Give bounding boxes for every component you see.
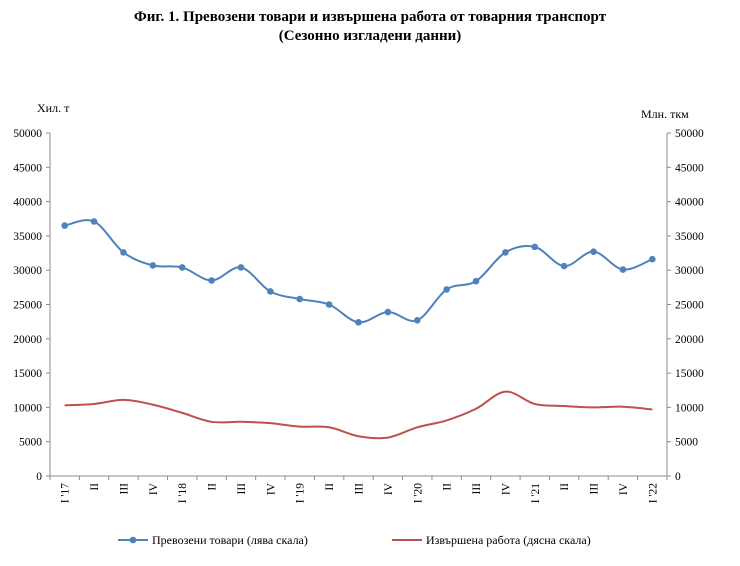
data-point-goods — [325, 301, 333, 308]
right-y-tick-label: 50000 — [675, 128, 704, 140]
right-y-tick-label: 15000 — [675, 368, 704, 380]
x-tick-label: I '21 — [530, 483, 542, 504]
legend-label-work: Извършена работа (дясна скала) — [426, 533, 591, 547]
left-axis-label: Хил. т — [37, 101, 70, 115]
x-tick-label: III — [354, 483, 366, 495]
data-point-goods — [61, 222, 68, 229]
left-y-tick-label: 20000 — [13, 334, 42, 346]
legend-label-goods: Превозени товари (лява скала) — [152, 533, 308, 547]
data-point-goods — [384, 308, 392, 316]
left-y-tick-label: 25000 — [13, 300, 42, 312]
data-point-goods — [590, 248, 597, 255]
left-y-tick-label: 50000 — [13, 128, 42, 140]
data-point-goods — [208, 277, 215, 284]
x-tick-label: II — [324, 483, 336, 491]
left-y-tick-label: 35000 — [13, 231, 42, 243]
right-y-tick-label: 30000 — [675, 265, 704, 277]
x-tick-label: IV — [500, 482, 512, 495]
series-layer — [61, 218, 656, 440]
data-point-goods — [443, 286, 450, 293]
right-y-tick-label: 0 — [675, 471, 681, 483]
data-point-goods — [502, 249, 509, 256]
legend-item-goods: Превозени товари (лява скала) — [118, 533, 308, 547]
x-tick-label: III — [118, 483, 130, 495]
left-y-tick-label: 0 — [36, 471, 42, 483]
data-point-goods — [237, 264, 245, 271]
data-point-goods — [90, 218, 98, 225]
x-tick-label: III — [236, 483, 248, 495]
right-axis-label: Млн. ткм — [641, 107, 689, 121]
left-y-tick-label: 30000 — [13, 265, 42, 277]
x-tick-label: I '20 — [412, 483, 424, 504]
left-y-tick-label: 40000 — [13, 197, 42, 209]
data-point-goods — [649, 255, 656, 263]
left-y-tick-label: 45000 — [13, 162, 42, 174]
series-line-goods — [64, 219, 653, 324]
left-y-tick-label: 10000 — [13, 402, 42, 414]
data-point-goods — [178, 264, 186, 271]
x-tick-label: II — [559, 483, 571, 491]
x-tick-label: IV — [265, 482, 277, 495]
data-point-goods — [472, 277, 480, 285]
x-tick-label: IV — [383, 482, 395, 495]
right-y-tick-label: 45000 — [675, 162, 704, 174]
x-tick-label: IV — [148, 482, 160, 495]
right-y-tick-label: 20000 — [675, 334, 704, 346]
x-tick-label: I '18 — [177, 483, 189, 504]
tick-layer: 0 0 5000 5000 10000 10000 15000 15000 20000 20000… — [13, 128, 704, 503]
x-tick-label: III — [471, 483, 483, 495]
data-point-goods — [619, 266, 627, 273]
axes — [49, 133, 668, 477]
legend-marker-goods — [129, 536, 137, 544]
right-y-tick-label: 40000 — [675, 197, 704, 209]
data-point-goods — [531, 243, 539, 251]
legend-item-work: Извършена работа (дясна скала) — [392, 533, 591, 547]
series-line-work — [64, 390, 653, 440]
right-y-tick-label: 35000 — [675, 231, 704, 243]
x-tick-label: II — [207, 483, 219, 491]
data-point-goods — [149, 262, 157, 269]
x-tick-label: II — [89, 483, 101, 491]
x-tick-label: III — [589, 483, 601, 495]
right-y-tick-label: 5000 — [675, 437, 698, 449]
x-tick-label: I '19 — [295, 483, 307, 504]
data-point-goods — [355, 319, 362, 326]
data-point-goods — [120, 249, 127, 256]
data-point-goods — [267, 288, 274, 295]
data-point-goods — [560, 262, 568, 270]
left-y-tick-label: 15000 — [13, 368, 42, 380]
chart-subtitle: (Сезонно изгладени данни) — [278, 28, 462, 44]
chart-title: Фиг. 1. Превозени товари и извършена раб… — [133, 9, 607, 25]
left-y-tick-label: 5000 — [19, 437, 42, 449]
data-point-goods — [296, 295, 304, 303]
right-y-tick-label: 10000 — [675, 402, 704, 414]
x-tick-label: IV — [618, 482, 630, 495]
x-tick-label: I '17 — [60, 483, 72, 504]
legend: Превозени товари (лява скала) Извършена … — [118, 533, 591, 547]
x-tick-label: II — [442, 483, 454, 491]
right-y-tick-label: 25000 — [675, 300, 704, 312]
data-point-goods — [413, 316, 421, 324]
x-tick-label: I '22 — [647, 483, 659, 504]
